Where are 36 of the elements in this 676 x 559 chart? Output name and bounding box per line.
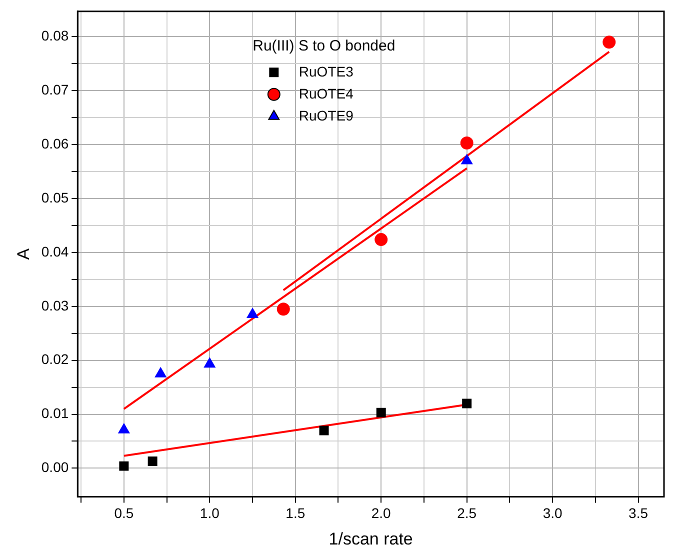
point [246, 308, 258, 318]
y-tick-label: 0.01 [41, 405, 69, 422]
legend-label: RuOTE4 [298, 85, 354, 102]
y-tick-label: 0.06 [41, 135, 69, 152]
point [319, 426, 329, 436]
y-tick-label: 0.03 [41, 297, 69, 314]
point [119, 461, 129, 471]
point [154, 367, 166, 378]
y-tick-label: 0.05 [41, 189, 69, 206]
point [462, 398, 472, 408]
point [148, 456, 158, 466]
point [276, 302, 290, 316]
y-axis-title: A [14, 248, 33, 260]
text: 3.0 [542, 505, 562, 522]
legend-label: RuOTE3 [298, 63, 354, 80]
x-tick-label: 0.5 [114, 505, 134, 522]
point [374, 233, 388, 246]
x-tick-label: 2.5 [457, 505, 477, 522]
point [460, 136, 474, 150]
legend-title: Ru(III) S to O bonded [252, 38, 396, 55]
point [376, 408, 386, 418]
point [204, 358, 216, 368]
y-tick-label: 0.08 [41, 28, 69, 44]
x-tick-label: 3.5 [628, 505, 648, 522]
point [118, 423, 130, 434]
y-tick-label: 0.02 [41, 351, 69, 368]
text: 1.0 [200, 505, 220, 522]
y-tick-label: 0.00 [41, 459, 69, 476]
x-axis-title: 1/scan rate [328, 529, 413, 548]
x-tick-label: 1.5 [286, 505, 306, 522]
point [602, 36, 616, 49]
point [461, 154, 473, 164]
legend-label: RuOTE9 [298, 107, 354, 124]
y-tick-label: 0.07 [41, 82, 69, 98]
text: 2.0 [371, 505, 391, 522]
y-tick-label: 0.04 [41, 243, 69, 260]
